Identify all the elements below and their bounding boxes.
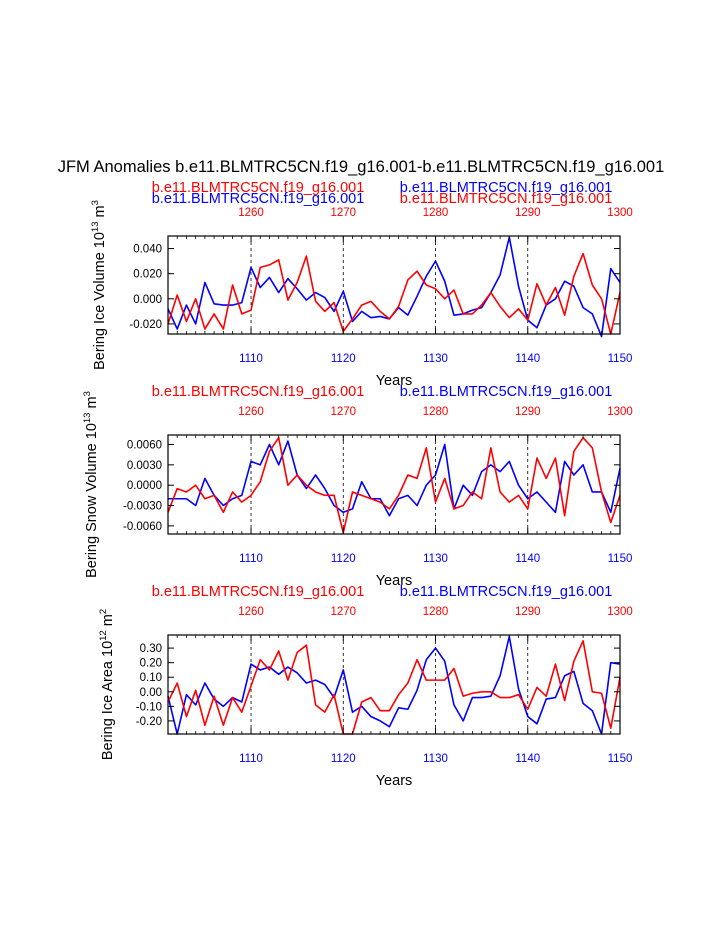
y-tick-label: -0.0060	[123, 521, 162, 533]
x-tick-label-top: 1300	[607, 207, 633, 219]
y-axis-label-superscript: 3	[90, 200, 101, 205]
y-axis-label: Bering Ice Area 1012 m2	[98, 609, 116, 760]
x-tick-label-top: 1280	[423, 406, 449, 418]
y-tick-label: -0.020	[129, 319, 162, 331]
series-line-blue	[167, 635, 621, 735]
series-line-red	[167, 640, 621, 735]
x-axis-label: Years	[376, 773, 413, 789]
y-axis-label-part: m	[92, 205, 108, 221]
y-axis-label: Bering Ice Volume 1013 m3	[90, 200, 108, 370]
series-line-red	[167, 252, 621, 335]
x-tick-label-top: 1270	[330, 606, 356, 618]
plot-frame	[167, 434, 621, 535]
x-axis-label: Years	[376, 373, 413, 389]
y-axis-label-part: m	[100, 614, 116, 630]
x-tick-label-bottom: 1130	[423, 553, 448, 565]
x-tick-label-top: 1260	[238, 207, 264, 219]
y-tick-label: -0.20	[136, 716, 162, 728]
y-axis-label-part: Bering Snow Volume 10	[84, 423, 100, 578]
x-tick-label-top: 1300	[607, 406, 633, 418]
y-axis-label-superscript: 13	[90, 221, 101, 232]
x-tick-label-bottom: 1120	[331, 353, 356, 365]
y-axis-label-part: Bering Ice Area 10	[100, 641, 116, 760]
y-tick-label: 0.0060	[127, 439, 162, 451]
x-tick-label-top: 1300	[607, 606, 633, 618]
y-tick-label: 0.0000	[127, 480, 162, 492]
y-axis-label-superscript: 3	[82, 391, 93, 396]
run-label-red: b.e11.BLMTRC5CN.f19_g16.001	[152, 180, 365, 196]
y-tick-label: -0.0030	[123, 501, 162, 513]
x-axis-label: Years	[376, 573, 413, 589]
x-tick-label-bottom: 1130	[423, 753, 448, 765]
x-tick-label-bottom: 1110	[239, 553, 263, 565]
y-tick-label: 0.20	[140, 658, 162, 670]
run-label-blue: b.e11.BLMTRC5CN.f19_g16.001	[152, 191, 365, 207]
y-tick-label: 0.30	[140, 643, 162, 655]
x-tick-label-bottom: 1110	[239, 753, 263, 765]
plot-panel-3: 0.30 0.20 0.10 0.00 -0.10 -0.20 1110 1120 1130 11…	[98, 584, 633, 789]
y-tick-label: 0.040	[133, 244, 162, 256]
x-tick-label-top: 1290	[515, 207, 541, 219]
x-tick-label-bottom: 1140	[515, 353, 540, 365]
x-tick-label-bottom: 1140	[515, 553, 540, 565]
x-tick-label-top: 1260	[238, 406, 264, 418]
plot-frame	[167, 634, 621, 735]
series-line-blue	[167, 236, 621, 338]
run-label-blue: b.e11.BLMTRC5CN.f19_g16.001	[400, 384, 613, 400]
y-axis-label-superscript: 13	[82, 413, 93, 424]
x-tick-label-top: 1290	[515, 406, 541, 418]
run-label-blue: b.e11.BLMTRC5CN.f19_g16.001	[400, 584, 613, 600]
x-tick-label-bottom: 1130	[423, 353, 448, 365]
y-axis-label-part: Bering Ice Volume 10	[92, 232, 108, 370]
x-tick-label-bottom: 1120	[331, 753, 356, 765]
x-tick-label-top: 1280	[423, 606, 449, 618]
run-label-red: b.e11.BLMTRC5CN.f19_g16.001	[400, 191, 613, 207]
y-tick-label: 0.00	[140, 687, 162, 699]
y-axis-label: Bering Snow Volume 1013 m3	[82, 391, 100, 578]
y-tick-label: -0.10	[136, 701, 162, 713]
x-tick-label-bottom: 1150	[608, 353, 633, 365]
plot-panel-1: 0.040 0.020 0.000 -0.020 1110 1120 1130 1140 115…	[90, 180, 633, 389]
x-tick-label-top: 1270	[330, 207, 356, 219]
y-tick-label: 0.0030	[127, 460, 162, 472]
run-label-red: b.e11.BLMTRC5CN.f19_g16.001	[152, 584, 365, 600]
x-tick-label-bottom: 1110	[239, 353, 263, 365]
plot-panel-2: 0.0060 0.0030 0.0000 -0.0030 -0.0060 1110 1120…	[82, 384, 633, 589]
x-tick-label-bottom: 1150	[608, 753, 633, 765]
y-axis-label-superscript: 12	[98, 630, 109, 641]
x-tick-label-bottom: 1150	[608, 553, 633, 565]
y-axis-label-superscript: 2	[98, 609, 109, 614]
y-tick-label: 0.000	[133, 294, 162, 306]
y-axis-label-part: m	[84, 396, 100, 412]
series-line-blue	[168, 440, 621, 517]
run-label-red: b.e11.BLMTRC5CN.f19_g16.001	[152, 384, 365, 400]
series-line-red	[167, 436, 621, 534]
plot-frame	[167, 235, 621, 335]
x-tick-label-top: 1270	[330, 406, 356, 418]
x-tick-label-top: 1280	[423, 207, 449, 219]
run-label-blue: b.e11.BLMTRC5CN.f19_g16.001	[400, 180, 613, 196]
x-tick-label-top: 1260	[238, 606, 264, 618]
x-tick-label-bottom: 1120	[331, 553, 356, 565]
y-tick-label: 0.10	[140, 672, 162, 684]
page-title: JFM Anomalies b.e11.BLMTRC5CN.f19_g16.00…	[58, 158, 665, 176]
y-tick-label: 0.020	[133, 269, 162, 281]
x-tick-label-bottom: 1140	[515, 753, 540, 765]
x-tick-label-top: 1290	[515, 606, 541, 618]
